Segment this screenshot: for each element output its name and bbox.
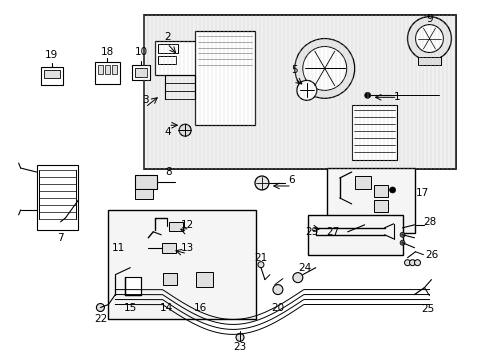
Circle shape — [404, 260, 410, 266]
Text: 16: 16 — [193, 302, 206, 312]
Circle shape — [296, 80, 316, 100]
Bar — [163, 273, 177, 285]
Text: 4: 4 — [164, 127, 171, 137]
Text: 12: 12 — [180, 220, 193, 230]
Bar — [37, 165, 78, 230]
Text: 19: 19 — [45, 50, 58, 60]
Text: 5: 5 — [291, 66, 298, 76]
Circle shape — [96, 303, 104, 311]
Text: 15: 15 — [123, 302, 137, 312]
Bar — [351, 105, 396, 160]
Bar — [135, 68, 147, 77]
Text: 1: 1 — [393, 92, 400, 102]
Bar — [125, 276, 141, 294]
Circle shape — [179, 124, 191, 136]
Bar — [158, 44, 178, 54]
Text: 27: 27 — [325, 227, 339, 237]
Circle shape — [408, 260, 415, 266]
Circle shape — [294, 39, 354, 98]
Circle shape — [399, 232, 404, 237]
Text: 20: 20 — [271, 302, 284, 312]
Bar — [105, 66, 110, 75]
Text: 28: 28 — [422, 217, 435, 227]
Bar — [354, 176, 370, 189]
Bar — [307, 215, 402, 255]
Text: 21: 21 — [254, 253, 267, 263]
Bar — [158, 57, 176, 64]
Circle shape — [292, 273, 302, 283]
Bar — [169, 222, 183, 231]
Circle shape — [407, 17, 450, 60]
Bar — [162, 243, 176, 253]
Bar — [43, 71, 60, 78]
Bar — [135, 175, 157, 189]
Text: 9: 9 — [425, 14, 432, 24]
Bar — [196, 272, 213, 287]
Circle shape — [389, 187, 395, 193]
Bar — [155, 41, 210, 75]
Bar — [98, 66, 103, 75]
Text: 29: 29 — [305, 227, 318, 237]
Text: 13: 13 — [180, 243, 193, 253]
Bar — [326, 168, 414, 233]
Circle shape — [364, 92, 370, 98]
Bar — [108, 210, 255, 319]
Circle shape — [414, 260, 420, 266]
Bar — [373, 185, 387, 197]
Text: 26: 26 — [424, 250, 437, 260]
Text: 3: 3 — [142, 95, 148, 105]
Text: 25: 25 — [420, 305, 433, 315]
Bar — [144, 15, 455, 169]
Text: 6: 6 — [288, 175, 295, 185]
Bar — [95, 62, 120, 84]
Text: 11: 11 — [111, 243, 125, 253]
Circle shape — [254, 176, 268, 190]
Circle shape — [302, 46, 346, 90]
Text: 18: 18 — [101, 48, 114, 58]
Text: 17: 17 — [415, 188, 428, 198]
Text: 24: 24 — [298, 263, 311, 273]
Circle shape — [399, 240, 404, 245]
Bar — [417, 58, 441, 66]
Text: 7: 7 — [57, 233, 64, 243]
Text: 2: 2 — [163, 32, 170, 41]
Text: 22: 22 — [94, 314, 107, 324]
Bar — [135, 189, 153, 199]
Bar — [195, 31, 254, 125]
Bar — [41, 67, 62, 85]
Text: 23: 23 — [233, 342, 246, 352]
Circle shape — [258, 262, 264, 268]
Text: 10: 10 — [135, 48, 147, 58]
Bar — [373, 200, 387, 212]
Text: 14: 14 — [159, 302, 172, 312]
Circle shape — [415, 24, 443, 53]
Bar — [112, 66, 117, 75]
Text: 8: 8 — [164, 167, 171, 177]
Circle shape — [272, 285, 283, 294]
Bar — [132, 66, 150, 80]
Circle shape — [236, 333, 244, 341]
